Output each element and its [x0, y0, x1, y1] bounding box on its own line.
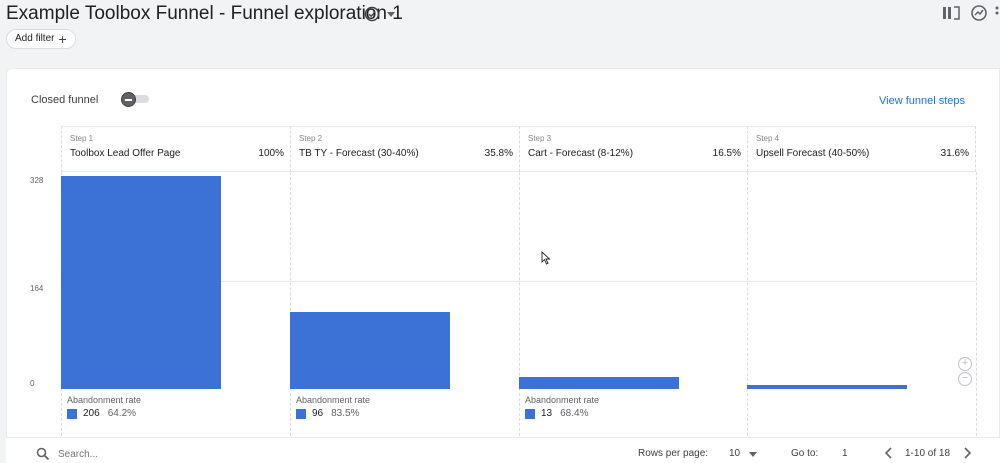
title-bar: Example Toolbox Funnel - Funnel explorat… [0, 0, 1000, 64]
column-divider [519, 172, 520, 436]
view-funnel-steps-link[interactable]: View funnel steps [879, 95, 966, 107]
abandonment-values: 13 68.4% [525, 408, 588, 419]
funnel-bar-step-3[interactable] [519, 376, 679, 389]
go-to-input[interactable]: 1 [842, 448, 848, 459]
abandonment-values: 206 64.2% [67, 408, 136, 419]
step-name: Upsell Forecast (40-50%) [756, 148, 870, 159]
chevron-down-icon[interactable] [749, 452, 757, 457]
abandonment-cell-3: Abandonment rate 13 68.4% [519, 389, 747, 423]
abandonment-count: 13 [541, 408, 553, 419]
step-header-4: Step 4 Upsell Forecast (40-50%) 31.6% [747, 126, 976, 172]
more-icon[interactable] [994, 4, 1000, 22]
page-range: 1-10 of 18 [905, 448, 951, 459]
abandonment-label: Abandonment rate [525, 395, 600, 405]
plus-icon: + [58, 31, 67, 47]
step-number: Step 2 [299, 134, 323, 143]
step-header-2: Step 2 TB TY - Forecast (30-40%) 35.8% [290, 126, 519, 172]
funnel-bar-step-2[interactable] [290, 312, 450, 389]
y-tick-label: 328 [30, 176, 44, 185]
abandonment-rate: 64.2% [107, 408, 137, 419]
column-divider [976, 172, 977, 436]
mouse-cursor-icon [541, 251, 551, 265]
y-tick-label: 164 [30, 284, 44, 293]
rows-per-page-select[interactable]: 10 [729, 448, 741, 459]
step-percent: 31.6% [940, 148, 969, 159]
add-filter-button[interactable]: Add filter + [6, 29, 76, 49]
step-name: TB TY - Forecast (30-40%) [299, 148, 419, 159]
legend-swatch [67, 408, 77, 419]
step-number: Step 4 [756, 134, 780, 143]
abandonment-cell-2: Abandonment rate 96 83.5% [290, 389, 519, 423]
legend-swatch [525, 408, 535, 419]
chevron-right-icon[interactable] [962, 446, 972, 460]
closed-funnel-label: Closed funnel [31, 94, 99, 106]
y-gridline [60, 281, 976, 282]
step-header-1: Step 1 Toolbox Lead Offer Page 100% [61, 126, 290, 172]
step-number: Step 1 [70, 134, 94, 143]
search-input[interactable] [58, 447, 258, 461]
search-icon [36, 447, 50, 461]
page-title[interactable]: Example Toolbox Funnel - Funnel explorat… [6, 3, 403, 24]
compare-icon[interactable] [941, 4, 961, 22]
step-number: Step 3 [528, 134, 552, 143]
add-filter-label: Add filter [15, 33, 55, 44]
toggle-knob [121, 92, 136, 107]
step-percent: 16.5% [712, 148, 741, 159]
rows-per-page-label: Rows per page: [638, 448, 709, 459]
insights-icon[interactable] [969, 4, 989, 22]
abandonment-label: Abandonment rate [67, 395, 142, 405]
abandonment-rate: 68.4% [560, 408, 589, 419]
toggle-track [129, 95, 149, 103]
funnel-bar-step-4[interactable] [747, 385, 907, 389]
closed-funnel-toggle[interactable] [121, 92, 149, 107]
step-percent: 100% [258, 148, 284, 159]
chevron-left-icon[interactable] [884, 446, 894, 460]
abandonment-values: 96 83.5% [296, 408, 359, 419]
step-name: Toolbox Lead Offer Page [70, 148, 181, 159]
step-header-3: Step 3 Cart - Forecast (8-12%) 16.5% [519, 126, 747, 172]
abandonment-rate: 83.5% [331, 408, 360, 419]
legend-swatch [296, 408, 306, 419]
abandonment-count: 206 [83, 408, 100, 419]
verified-icon[interactable] [364, 6, 380, 22]
abandonment-cell-1: Abandonment rate 206 64.2% [61, 389, 290, 423]
zoom-in-icon[interactable]: + [958, 357, 972, 371]
y-tick-label: 0 [30, 379, 35, 388]
step-name: Cart - Forecast (8-12%) [528, 148, 634, 159]
abandonment-label: Abandonment rate [296, 395, 371, 405]
column-divider [290, 172, 291, 436]
column-divider [747, 172, 748, 436]
caret-down-icon[interactable] [387, 12, 395, 17]
go-to-label: Go to: [791, 448, 819, 459]
zoom-out-icon[interactable]: − [958, 372, 972, 386]
abandonment-count: 96 [312, 408, 324, 419]
step-percent: 35.8% [484, 148, 513, 159]
funnel-bar-step-1[interactable] [61, 176, 221, 389]
